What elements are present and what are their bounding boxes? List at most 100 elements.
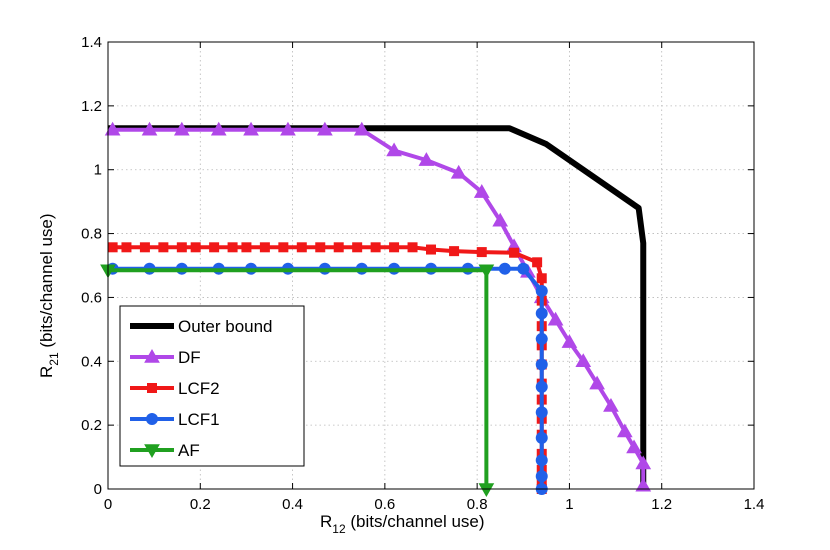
data-point-lcf2	[190, 242, 201, 253]
data-point-lcf2	[333, 242, 344, 253]
data-point-lcf2	[158, 242, 169, 253]
legend-entry-outer-bound: Outer bound	[130, 317, 273, 336]
y-tick-label: 1.2	[81, 98, 102, 115]
data-point-lcf2	[139, 242, 150, 253]
x-tick-label: 1.2	[651, 496, 672, 513]
legend-marker-af	[144, 444, 160, 459]
data-point-lcf1	[517, 262, 530, 275]
data-point-lcf1	[535, 332, 548, 345]
data-point-df	[635, 477, 652, 492]
legend-label-outer-bound: Outer bound	[178, 317, 273, 336]
data-point-lcf2	[209, 242, 220, 253]
data-point-af	[478, 264, 495, 279]
data-point-df	[450, 164, 467, 179]
data-point-df	[280, 121, 296, 136]
data-point-lcf2	[259, 242, 270, 253]
data-point-lcf2	[389, 242, 400, 253]
data-point-lcf1	[535, 406, 548, 419]
data-point-lcf2	[296, 242, 307, 253]
x-tick-label: 0.8	[467, 496, 488, 513]
data-point-df	[575, 353, 592, 368]
data-point-lcf2	[121, 242, 132, 253]
x-axis-label-sub: 12	[332, 522, 346, 536]
data-point-lcf2	[449, 246, 460, 257]
legend: Outer bound DF LCF2 LCF1 AF	[119, 305, 305, 467]
data-point-lcf2	[407, 242, 418, 253]
series-af	[100, 264, 495, 498]
data-point-df	[243, 121, 259, 136]
x-tick-label: 0.4	[282, 496, 303, 513]
data-point-lcf1	[535, 431, 548, 444]
ticks: 0 0.2 0.4 0.6 0.8 1 1.2 1.4 0 0.2 0.4 0.6 0.8 1 1.2 1.4	[81, 34, 764, 513]
data-point-df	[603, 397, 619, 412]
data-point-af	[478, 483, 495, 498]
series-layer	[100, 121, 652, 498]
data-point-lcf2	[315, 242, 326, 253]
data-point-lcf2	[352, 242, 363, 253]
y-axis-label-sub: 21	[47, 352, 61, 366]
y-tick-label: 0.4	[81, 353, 102, 370]
data-point-df	[492, 212, 509, 227]
x-axis-label-main: R	[320, 512, 332, 531]
data-point-lcf2	[176, 242, 187, 253]
x-axis-label: R12 (bits/channel use)	[320, 512, 485, 536]
series-df	[104, 121, 652, 492]
legend-label-df: DF	[178, 348, 201, 367]
data-point-df	[173, 121, 190, 136]
y-tick-label: 1	[94, 162, 102, 179]
data-point-df	[626, 439, 642, 454]
legend-entry-df: DF	[130, 348, 201, 367]
x-tick-label: 1	[565, 496, 573, 513]
y-axis-label-rest: (bits/channel use)	[37, 213, 56, 352]
data-point-df	[635, 455, 652, 470]
data-point-lcf2	[278, 242, 289, 253]
y-axis-label: R21 (bits/channel use)	[37, 213, 61, 378]
data-point-df	[353, 121, 370, 136]
data-point-lcf2	[509, 247, 520, 258]
legend-entry-lcf2: LCF2	[130, 379, 220, 398]
data-point-df	[210, 121, 227, 136]
legend-label-af: AF	[178, 441, 200, 460]
data-point-df	[473, 184, 490, 198]
data-point-lcf1	[535, 380, 548, 393]
data-point-df	[418, 152, 435, 166]
data-point-lcf1	[535, 285, 548, 298]
data-point-lcf2	[536, 273, 547, 284]
legend-marker-df	[144, 348, 160, 363]
y-tick-label: 0	[94, 481, 102, 498]
legend-entry-af: AF	[130, 441, 200, 460]
data-point-df	[616, 423, 633, 438]
series-line-outer-bound	[108, 125, 647, 489]
y-tick-label: 0.8	[81, 226, 102, 243]
legend-marker-lcf2	[147, 383, 157, 393]
data-point-df	[561, 334, 578, 348]
legend-entries: Outer bound DF LCF2 LCF1 AF	[130, 317, 273, 460]
series-outer-bound	[108, 125, 647, 489]
data-point-lcf1	[535, 470, 548, 483]
plot-frame	[107, 41, 755, 490]
data-point-lcf2	[241, 242, 252, 253]
data-point-df	[547, 311, 564, 326]
y-tick-label: 0.6	[81, 289, 102, 306]
data-point-lcf2	[227, 242, 238, 253]
data-point-df	[589, 375, 605, 390]
legend-label-lcf1: LCF1	[178, 410, 220, 429]
data-point-lcf1	[498, 262, 511, 275]
x-axis-label-rest: (bits/channel use)	[346, 512, 485, 531]
data-point-lcf2	[426, 244, 436, 255]
data-point-df	[317, 121, 333, 136]
data-point-df	[104, 121, 121, 136]
legend-label-lcf2: LCF2	[178, 379, 220, 398]
data-point-lcf1	[535, 454, 548, 467]
legend-entry-lcf1: LCF1	[130, 410, 220, 429]
data-point-lcf1	[535, 358, 548, 371]
data-point-df	[386, 142, 402, 157]
x-tick-label: 0.2	[190, 496, 211, 513]
x-tick-label: 1.4	[744, 496, 765, 513]
data-point-lcf2	[532, 257, 543, 268]
data-point-lcf1	[535, 307, 548, 320]
y-axis-label-main: R	[37, 366, 56, 378]
x-tick-label: 0	[104, 496, 112, 513]
